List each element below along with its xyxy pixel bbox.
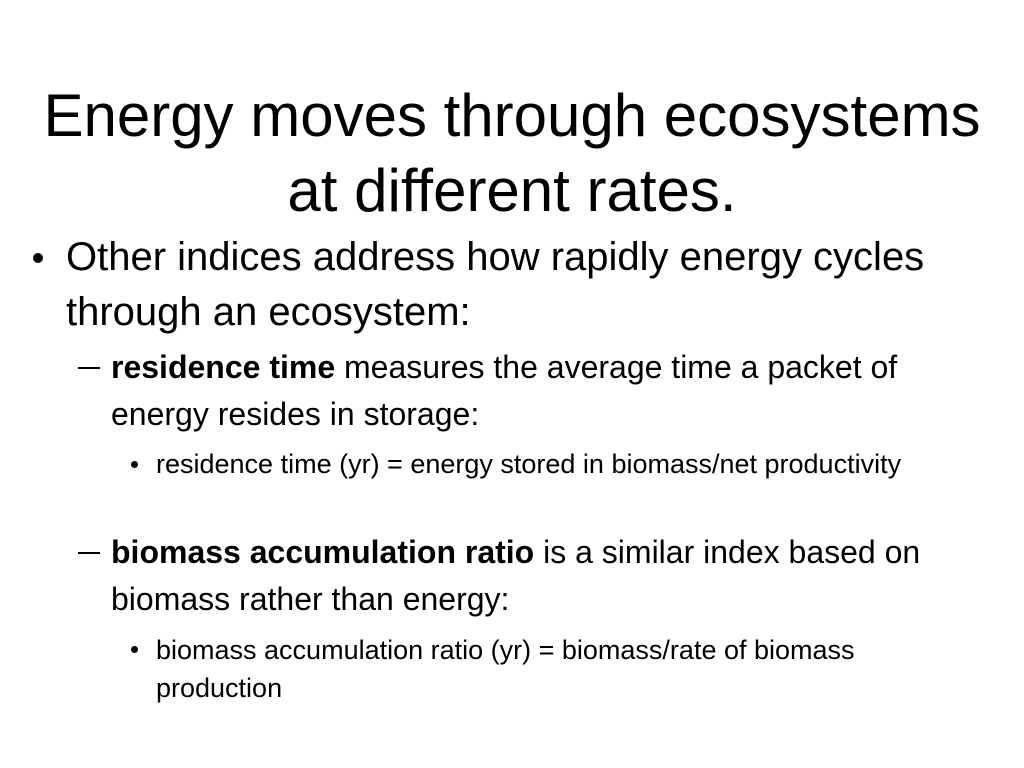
sub-bullet: biomass accumulation ratio is a similar … (111, 529, 961, 623)
dash-marker (78, 367, 100, 369)
detail-text: biomass accumulation ratio (yr) = biomas… (156, 635, 855, 703)
detail-text: residence time (yr) = energy stored in b… (156, 449, 902, 479)
sub-bullet-text: measures the average time a packet of en… (111, 349, 898, 432)
bullet-marker (131, 646, 138, 653)
dash-marker (78, 552, 100, 554)
term: residence time (111, 349, 336, 385)
sub-bullet: residence time measures the average time… (111, 344, 961, 438)
bullet-marker (33, 253, 43, 263)
slide-title: Energy moves through ecosystems at diffe… (43, 82, 981, 224)
bullet-marker (131, 461, 138, 468)
bullet-text: Other indices address how rapidly energy… (66, 235, 925, 334)
term: biomass accumulation ratio (111, 534, 535, 570)
sub-bullet-text: is a similar index based on biomass rath… (111, 534, 921, 617)
